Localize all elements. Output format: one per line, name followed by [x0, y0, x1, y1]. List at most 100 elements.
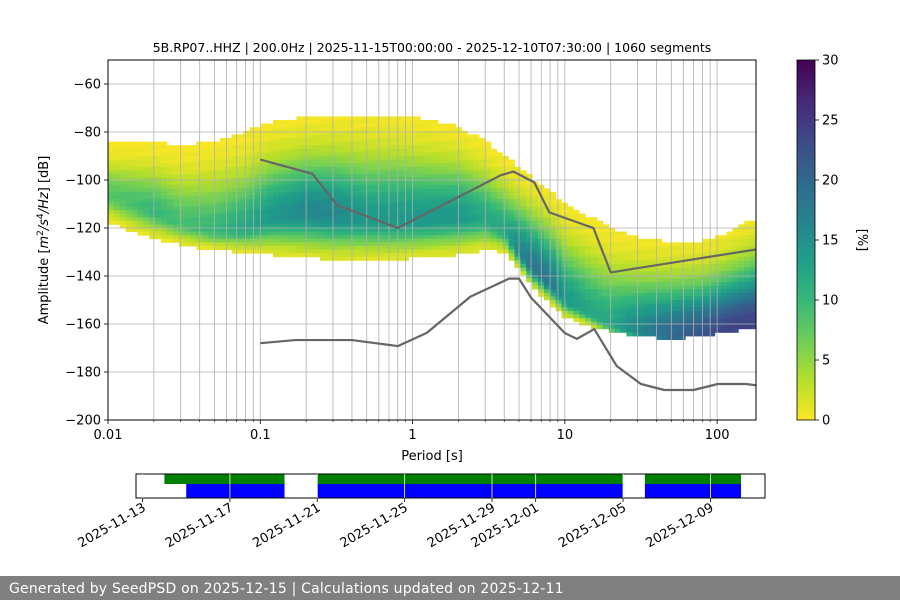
- heatmap-cell: [685, 332, 692, 337]
- heatmap-cell: [149, 181, 156, 186]
- heatmap-cell: [384, 213, 392, 218]
- heatmap-cell: [367, 199, 374, 204]
- heatmap-cell: [732, 292, 739, 297]
- heatmap-cell: [314, 199, 321, 204]
- heatmap-cell: [337, 235, 345, 240]
- heatmap-cell: [526, 192, 533, 196]
- heatmap-cell: [390, 184, 398, 189]
- heatmap-cell: [720, 282, 727, 286]
- heatmap-cell: [744, 238, 751, 243]
- heatmap-cell: [184, 235, 191, 240]
- heatmap-cell: [702, 325, 710, 330]
- heatmap-cell: [267, 184, 274, 189]
- heatmap-cell: [461, 163, 468, 168]
- heatmap-cell: [490, 152, 498, 157]
- heatmap-cell: [661, 292, 669, 297]
- heatmap-cell: [131, 202, 138, 207]
- heatmap-cell: [320, 130, 327, 135]
- heatmap-cell: [178, 242, 185, 247]
- heatmap-cell: [172, 148, 180, 153]
- heatmap-cell: [673, 300, 680, 304]
- heatmap-cell: [161, 152, 168, 157]
- heatmap-cell: [449, 249, 456, 254]
- heatmap-cell: [373, 163, 380, 168]
- heatmap-cell: [349, 148, 356, 153]
- heatmap-cell: [343, 170, 350, 175]
- heatmap-cell: [320, 220, 327, 225]
- heatmap-cell: [579, 228, 586, 232]
- heatmap-cell: [219, 195, 227, 200]
- heatmap-cell: [697, 253, 704, 258]
- heatmap-cell: [278, 202, 286, 207]
- heatmap-cell: [614, 328, 621, 333]
- heatmap-cell: [708, 314, 716, 319]
- heatmap-cell: [585, 318, 592, 322]
- heatmap-cell: [190, 181, 197, 186]
- heatmap-cell: [202, 228, 209, 232]
- heatmap-cell: [708, 282, 716, 286]
- heatmap-cell: [108, 217, 115, 222]
- heatmap-cell: [314, 145, 321, 150]
- heatmap-cell: [490, 163, 498, 168]
- heatmap-cell: [367, 213, 374, 218]
- heatmap-cell: [390, 256, 398, 261]
- heatmap-cell: [626, 314, 633, 319]
- heatmap-cell: [267, 141, 274, 146]
- heatmap-cell: [608, 310, 616, 315]
- heatmap-cell: [202, 192, 209, 196]
- heatmap-cell: [667, 282, 674, 286]
- heatmap-cell: [667, 267, 674, 272]
- heatmap-cell: [485, 148, 492, 153]
- heatmap-cell: [378, 159, 386, 164]
- heatmap-cell: [219, 202, 227, 207]
- heatmap-cell: [184, 145, 191, 150]
- heatmap-cell: [449, 206, 456, 211]
- heatmap-cell: [337, 242, 345, 247]
- heatmap-cell: [490, 228, 498, 232]
- heatmap-cell: [272, 138, 280, 142]
- heatmap-cell: [108, 188, 115, 193]
- heatmap-cell: [290, 213, 297, 218]
- heatmap-cell: [131, 148, 138, 153]
- heatmap-cell: [673, 264, 680, 268]
- heatmap-cell: [567, 314, 574, 319]
- heatmap-cell: [373, 134, 380, 139]
- heatmap-cell: [714, 307, 722, 312]
- heatmap-cell: [508, 159, 515, 164]
- heatmap-cell: [508, 224, 515, 229]
- y-tick-label: −60: [74, 78, 101, 93]
- heatmap-cell: [384, 242, 392, 247]
- heatmap-cell: [308, 181, 315, 186]
- heatmap-cell: [390, 116, 398, 121]
- heatmap-cell: [555, 256, 562, 261]
- heatmap-cell: [508, 181, 515, 186]
- heatmap-cell: [108, 174, 115, 178]
- heatmap-cell: [626, 300, 633, 304]
- heatmap-cell: [125, 156, 132, 160]
- heatmap-cell: [750, 267, 756, 272]
- heatmap-cell: [255, 134, 262, 139]
- heatmap-cell: [131, 217, 138, 222]
- heatmap-cell: [708, 264, 716, 268]
- heatmap-cell: [655, 328, 663, 333]
- heatmap-cell: [496, 192, 504, 196]
- heatmap-cell: [461, 195, 468, 200]
- heatmap-cell: [602, 296, 610, 301]
- heatmap-cell: [355, 184, 362, 189]
- heatmap-cell: [632, 246, 639, 250]
- heatmap-cell: [432, 249, 439, 254]
- heatmap-cell: [720, 300, 727, 304]
- heatmap-cell: [390, 145, 398, 150]
- heatmap-cell: [661, 274, 669, 279]
- heatmap-cell: [579, 231, 586, 236]
- heatmap-cell: [614, 289, 621, 294]
- heatmap-cell: [367, 163, 374, 168]
- heatmap-cell: [467, 235, 474, 240]
- heatmap-cell: [714, 235, 722, 240]
- heatmap-cell: [296, 210, 303, 214]
- heatmap-cell: [667, 274, 674, 279]
- heatmap-cell: [697, 267, 704, 272]
- heatmap-cell: [632, 292, 639, 297]
- heatmap-cell: [408, 213, 415, 218]
- heatmap-cell: [567, 206, 574, 211]
